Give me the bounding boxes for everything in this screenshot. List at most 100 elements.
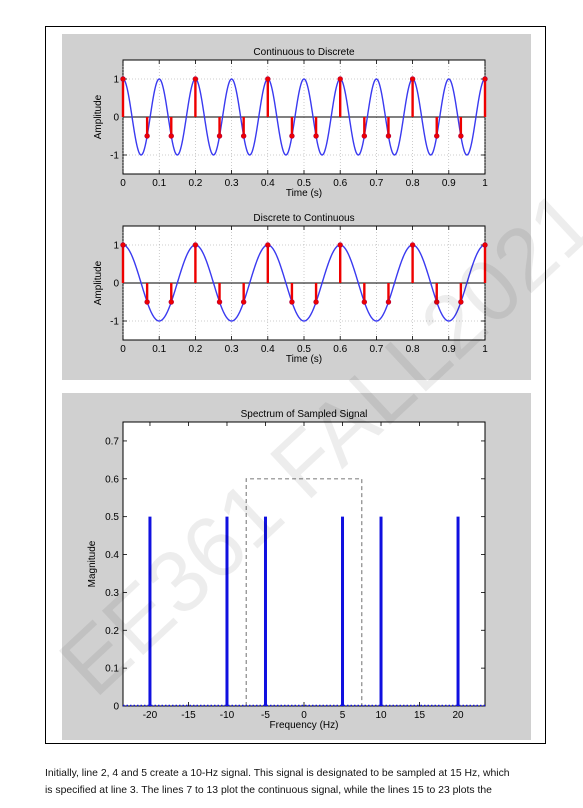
chart-title: Discrete to Continuous [253, 213, 354, 224]
x-tick-label: -20 [143, 710, 158, 721]
caption: Initially, line 2, 4 and 5 create a 10-H… [45, 765, 550, 799]
y-tick-label: -1 [110, 151, 119, 162]
stem-marker [458, 133, 464, 139]
x-tick-label: 1 [482, 344, 488, 355]
x-tick-label: 0.4 [261, 344, 275, 355]
y-tick-label: 0 [113, 702, 119, 713]
stem-marker [240, 133, 247, 139]
marks [120, 242, 488, 322]
x-tick-label: 0.7 [369, 178, 383, 189]
stem-marker [144, 133, 150, 139]
x-tick-label: 0.2 [188, 178, 202, 189]
x-tick-label: -5 [261, 710, 270, 721]
stem-marker [168, 299, 174, 305]
stem-marker [482, 76, 488, 82]
stem-marker [361, 299, 368, 305]
x-tick-label: 0.3 [225, 178, 239, 189]
stem-marker [434, 299, 440, 305]
signal-line [122, 244, 486, 322]
ticks: -20 -15 -10 -5 0 5 10 15 20 0 0.1 0.2 0.3 0.4 0.5 0.6 0.… [105, 422, 485, 721]
x-tick-label: 0.1 [152, 178, 166, 189]
y-axis-label: Magnitude [87, 540, 98, 587]
filter-outline [245, 478, 363, 706]
y-axis-label: Amplitude [93, 260, 104, 305]
stem-marker [120, 76, 126, 82]
x-tick-label: 0.1 [152, 344, 166, 355]
stem-marker [385, 299, 392, 305]
continuous-to-discrete-plot: 0 0.1 0.2 0.3 0.4 0.5 0.6 0.7 0.8 0.9 1 -1 0 1 Contin… [93, 47, 488, 199]
stem-marker [192, 242, 199, 248]
y-tick-label: 0 [113, 279, 119, 290]
stem-marker [337, 242, 343, 248]
y-tick-label: 0.1 [105, 664, 119, 675]
y-tick-label: 0.7 [105, 436, 119, 447]
stem-marker [265, 76, 271, 82]
x-tick-label: 15 [414, 710, 426, 721]
stem-marker [313, 299, 319, 305]
caption-line: is specified at line 3. The lines 7 to 1… [45, 785, 492, 796]
y-tick-label: -1 [110, 317, 119, 328]
ticks: 0 0.1 0.2 0.3 0.4 0.5 0.6 0.7 0.8 0.9 1 -1 0 1 [110, 226, 488, 355]
stem-marker [434, 133, 440, 139]
stem-marker [265, 242, 271, 248]
y-tick-label: 0.3 [105, 588, 119, 599]
y-tick-label: 0.4 [105, 550, 119, 561]
x-tick-label: 0.8 [406, 344, 420, 355]
signal-line [122, 78, 486, 156]
stem-marker [313, 133, 319, 139]
y-tick-label: 0.6 [105, 474, 119, 485]
x-axis-label: Time (s) [286, 188, 322, 199]
marks [120, 76, 488, 156]
x-tick-label: 0.5 [297, 344, 311, 355]
x-tick-label: -10 [220, 710, 235, 721]
stem-marker [385, 133, 392, 139]
y-axis-label: Amplitude [93, 94, 104, 139]
stem-marker [409, 242, 416, 248]
y-tick-label: 0 [113, 113, 119, 124]
x-tick-label: 0 [120, 178, 126, 189]
x-tick-label: 0.9 [442, 178, 456, 189]
y-tick-label: 1 [113, 241, 119, 252]
x-tick-label: 0.4 [261, 178, 275, 189]
stem-marker [361, 133, 368, 139]
plot-area [122, 421, 486, 707]
y-tick-label: 0.2 [105, 626, 119, 637]
stem-marker [409, 76, 416, 82]
x-tick-label: 1 [482, 178, 488, 189]
stem-marker [216, 299, 223, 305]
ticks: 0 0.1 0.2 0.3 0.4 0.5 0.6 0.7 0.8 0.9 1 -1 0 1 [110, 60, 488, 189]
x-tick-label: 0.8 [406, 178, 420, 189]
stem-marker [120, 242, 126, 248]
stem-marker [192, 76, 199, 82]
x-tick-label: 0.9 [442, 344, 456, 355]
stem-marker [337, 76, 343, 82]
stem-marker [240, 299, 247, 305]
stem-marker [289, 299, 295, 305]
x-tick-label: -15 [181, 710, 196, 721]
y-tick-label: 0.5 [105, 512, 119, 523]
x-tick-label: 0.6 [333, 178, 347, 189]
stem-marker [482, 242, 488, 248]
y-tick-label: 1 [113, 75, 119, 86]
spectrum-plot: -20 -15 -10 -5 0 5 10 15 20 0 0.1 0.2 0.3 0.4 0.5 0.6 0.… [87, 409, 486, 731]
stem-marker [216, 133, 223, 139]
x-tick-label: 0.3 [225, 344, 239, 355]
caption-line: Initially, line 2, 4 and 5 create a 10-H… [45, 768, 510, 779]
x-tick-label: 0.2 [188, 344, 202, 355]
discrete-to-continuous-plot: 0 0.1 0.2 0.3 0.4 0.5 0.6 0.7 0.8 0.9 1 -1 0 1 Discre… [93, 213, 488, 365]
stem-marker [289, 133, 295, 139]
x-tick-label: 0.6 [333, 344, 347, 355]
x-tick-label: 20 [452, 710, 464, 721]
x-axis-label: Time (s) [286, 354, 322, 365]
x-tick-label: 0 [120, 344, 126, 355]
x-tick-label: 10 [375, 710, 387, 721]
x-tick-label: 5 [340, 710, 346, 721]
stem-marker [144, 299, 150, 305]
x-tick-label: 0 [301, 710, 307, 721]
stem-marker [168, 133, 174, 139]
marks [123, 478, 485, 707]
x-axis-label: Frequency (Hz) [270, 720, 339, 731]
stem-marker [458, 299, 464, 305]
chart-title: Spectrum of Sampled Signal [241, 409, 368, 420]
